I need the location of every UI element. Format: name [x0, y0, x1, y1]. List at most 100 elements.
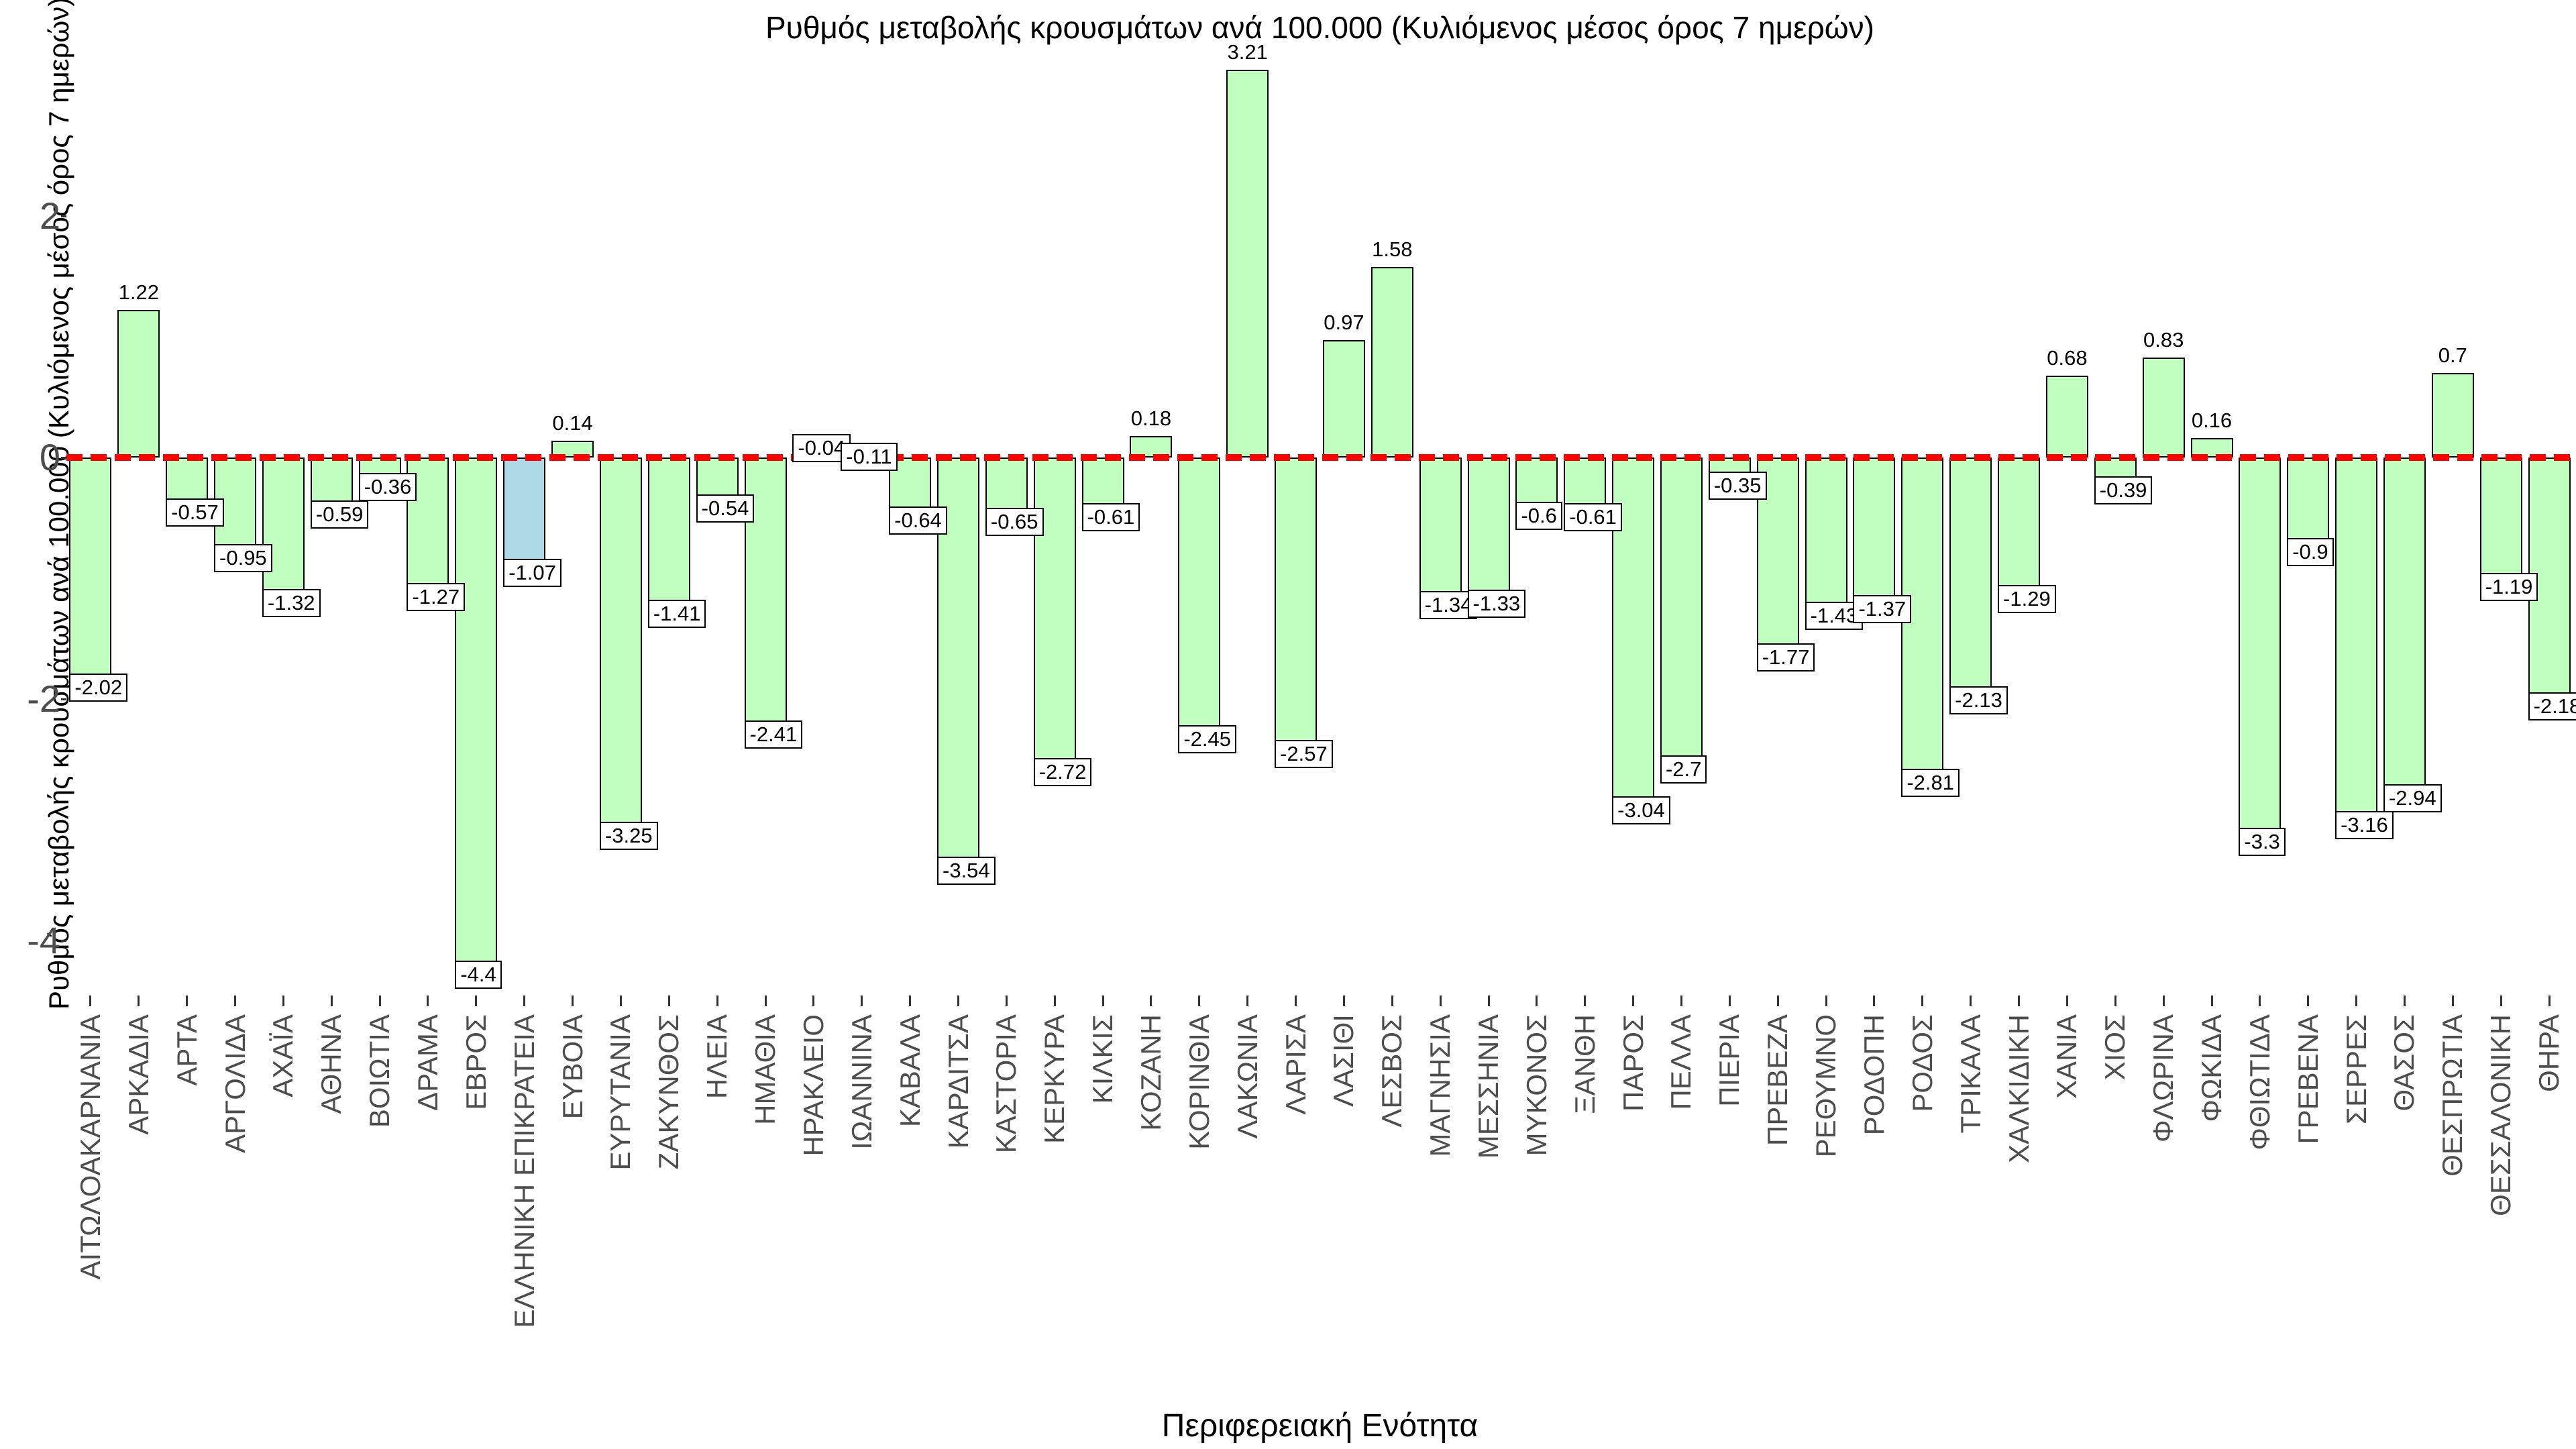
- bar-value-label: -4.4: [455, 961, 502, 989]
- y-axis-tick: [61, 456, 66, 459]
- bar-value-label: -0.35: [1708, 472, 1767, 500]
- bar: [1805, 458, 1847, 631]
- bar-value-label: -2.18: [2528, 692, 2576, 721]
- x-tick-label: ΡΟΔΟΣ: [1906, 1014, 1938, 1112]
- x-tick-label: ΑΡΓΟΛΙΔΑ: [219, 1014, 251, 1153]
- bar-value-label: -2.81: [1901, 768, 1960, 797]
- x-axis-tick: [1776, 996, 1779, 1006]
- x-axis-tick: [2210, 996, 2213, 1006]
- y-tick-label: 0: [39, 436, 60, 478]
- bar-value-label: -2.02: [69, 673, 128, 702]
- y-axis-tick: [61, 939, 66, 942]
- bar: [2383, 458, 2426, 813]
- x-tick-label: ΕΥΒΟΙΑ: [556, 1014, 588, 1120]
- x-tick-label: ΗΜΑΘΙΑ: [749, 1014, 782, 1125]
- bar: [455, 458, 498, 989]
- x-axis-tick: [427, 996, 429, 1006]
- x-axis-tick: [909, 996, 912, 1006]
- bar: [647, 458, 690, 628]
- x-axis-tick: [282, 996, 284, 1006]
- x-tick-label: ΘΗΡΑ: [2533, 1014, 2565, 1092]
- x-axis-tick: [1391, 996, 1393, 1006]
- x-tick-label: ΜΕΣΣΗΝΙΑ: [1472, 1014, 1505, 1159]
- bar-value-label: -0.39: [2094, 476, 2153, 505]
- x-tick-label: ΜΥΚΟΝΟΣ: [1520, 1014, 1552, 1157]
- y-tick-label: -4: [27, 919, 60, 961]
- bar-value-label: -2.72: [1033, 757, 1092, 786]
- x-axis-tick: [378, 996, 381, 1006]
- x-axis-tick: [1005, 996, 1008, 1006]
- x-axis-tick: [2403, 996, 2406, 1006]
- x-tick-label: ΔΡΑΜΑ: [411, 1014, 443, 1111]
- bar: [2239, 458, 2282, 856]
- bar-value-label: -2.94: [2383, 784, 2442, 813]
- bar: [1949, 458, 1992, 715]
- bar: [1371, 266, 1413, 458]
- bar-value-label: -0.61: [1081, 502, 1140, 531]
- x-tick-label: ΖΑΚΥΝΘΟΣ: [653, 1014, 685, 1170]
- x-axis-tick: [861, 996, 863, 1006]
- x-tick-label: ΑΧΑΪΑ: [267, 1014, 299, 1097]
- x-axis-tick: [1680, 996, 1682, 1006]
- x-tick-label: ΦΩΚΙΔΑ: [2196, 1014, 2227, 1122]
- x-axis-tick: [2548, 996, 2551, 1006]
- x-axis-tick: [2500, 996, 2502, 1006]
- y-tick-label: -2: [27, 678, 60, 720]
- bar-value-label: -1.41: [647, 599, 706, 628]
- x-tick-label: ΗΡΑΚΛΕΙΟ: [797, 1014, 829, 1157]
- bar-value-label: -1.07: [503, 558, 561, 587]
- x-tick-label: ΠΑΡΟΣ: [1617, 1014, 1649, 1112]
- x-axis-tick: [475, 996, 478, 1006]
- x-axis-tick: [1342, 996, 1345, 1006]
- bar-value-label: -3.25: [599, 822, 658, 850]
- bar-value-label: 1.22: [118, 280, 159, 305]
- bar-value-label: -0.11: [841, 442, 898, 471]
- x-axis-tick: [1921, 996, 1924, 1006]
- x-axis-tick: [1728, 996, 1731, 1006]
- x-tick-label: ΓΡΕΒΕΝΑ: [2292, 1014, 2324, 1144]
- x-tick-label: ΘΑΣΟΣ: [2388, 1014, 2420, 1112]
- bar-value-label: -1.77: [1756, 643, 1815, 672]
- bar: [69, 458, 112, 702]
- x-axis-tick: [2307, 996, 2310, 1006]
- bar-value-label: -2.45: [1178, 725, 1236, 753]
- x-axis-tick: [186, 996, 189, 1006]
- x-axis-title: Περιφερειακή Ενότητα: [1161, 1408, 1479, 1444]
- bar-value-label: -3.3: [2239, 828, 2286, 856]
- x-axis-tick: [812, 996, 815, 1006]
- bar-value-label: -0.61: [1564, 502, 1622, 531]
- bar-value-label: -2.41: [744, 720, 803, 749]
- bar: [2045, 375, 2088, 458]
- bar: [2431, 373, 2474, 458]
- x-axis-tick: [2065, 996, 2068, 1006]
- x-axis-tick: [138, 996, 140, 1006]
- x-tick-label: ΠΡΕΒΕΖΑ: [1762, 1014, 1794, 1146]
- bar: [1901, 458, 1944, 797]
- x-tick-label: ΘΕΣΠΡΩΤΙΑ: [2436, 1014, 2469, 1177]
- x-axis-tick: [1536, 996, 1538, 1006]
- x-axis-tick: [1246, 996, 1249, 1006]
- bar-value-label: 0.68: [2047, 345, 2088, 370]
- bar-value-label: 0.7: [2438, 343, 2467, 367]
- x-axis-tick: [2259, 996, 2261, 1006]
- x-tick-label: ΕΒΡΟΣ: [460, 1014, 492, 1110]
- x-axis-tick: [2018, 996, 2021, 1006]
- x-tick-label: ΜΑΓΝΗΣΙΑ: [1424, 1014, 1456, 1157]
- x-tick-label: ΕΥΡΥΤΑΝΙΑ: [604, 1014, 637, 1171]
- bar: [117, 310, 160, 458]
- x-axis-tick: [1053, 996, 1056, 1006]
- x-tick-label: ΧΑΛΚΙΔΙΚΗ: [2002, 1014, 2035, 1163]
- x-axis-tick: [1584, 996, 1587, 1006]
- bar-value-label: -0.36: [358, 472, 417, 501]
- bar-value-label: 1.58: [1372, 237, 1413, 261]
- x-tick-label: ΡΕΘΥΜΝΟ: [1810, 1014, 1842, 1158]
- x-tick-label: ΞΑΝΘΗ: [1568, 1014, 1601, 1114]
- bar-value-label: -2.57: [1275, 739, 1333, 768]
- bar-value-label: -3.16: [2335, 810, 2394, 839]
- x-axis-tick: [957, 996, 959, 1006]
- x-tick-label: ΑΙΤΩΛΟΑΚΑΡΝΑΝΙΑ: [74, 1014, 106, 1280]
- x-tick-label: ΚΟΖΑΝΗ: [1134, 1014, 1167, 1131]
- x-tick-label: ΚΑΡΔΙΤΣΑ: [942, 1014, 974, 1149]
- x-tick-label: ΑΡΚΑΔΙΑ: [122, 1014, 154, 1135]
- x-axis-tick: [667, 996, 670, 1006]
